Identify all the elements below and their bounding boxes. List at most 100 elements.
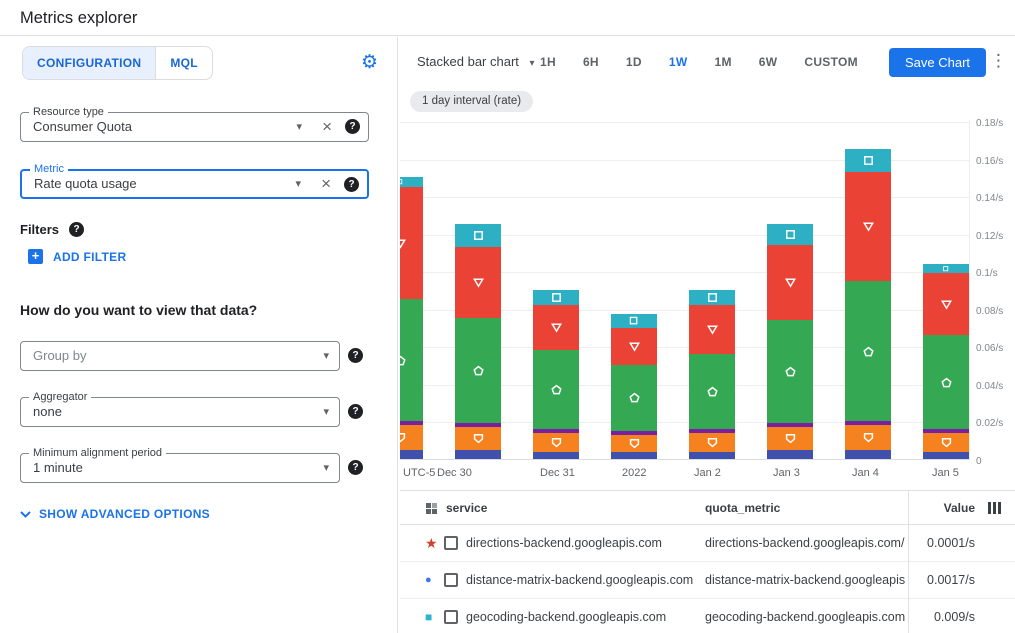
bar-segment-dark-blue[interactable] bbox=[923, 451, 969, 459]
bar-segment-green[interactable] bbox=[689, 353, 735, 429]
dropdown-arrow-icon[interactable]: ▾ bbox=[323, 349, 329, 362]
help-icon[interactable]: ? bbox=[348, 460, 363, 475]
range-1h[interactable]: 1H bbox=[540, 55, 556, 69]
help-icon[interactable]: ? bbox=[348, 404, 363, 419]
table-row[interactable]: ■ geocoding-backend.googleapis.com geocodi… bbox=[400, 599, 1015, 633]
gridline bbox=[400, 384, 969, 386]
bar-segment-purple[interactable] bbox=[845, 421, 891, 426]
metric-select[interactable]: Metric Rate quota usage ▾ × ? bbox=[20, 163, 369, 199]
tab-configuration[interactable]: CONFIGURATION bbox=[23, 47, 156, 79]
table-row[interactable]: ● distance-matrix-backend.googleapis.com d… bbox=[400, 562, 1015, 599]
dropdown-arrow-icon[interactable]: ▾ bbox=[323, 461, 329, 474]
bar-segment-orange[interactable] bbox=[689, 432, 735, 452]
grid-icon[interactable] bbox=[426, 503, 437, 514]
range-custom[interactable]: CUSTOM bbox=[804, 55, 858, 69]
help-icon[interactable]: ? bbox=[344, 177, 359, 192]
column-header-value[interactable]: Value bbox=[943, 501, 975, 515]
bar-segment-teal[interactable] bbox=[923, 263, 969, 274]
bar-segment-dark-blue[interactable] bbox=[611, 451, 657, 459]
dropdown-arrow-icon[interactable]: ▾ bbox=[295, 177, 301, 190]
bar-segment-green[interactable] bbox=[845, 280, 891, 422]
dropdown-arrow-icon[interactable]: ▾ bbox=[323, 405, 329, 418]
help-icon[interactable]: ? bbox=[345, 119, 360, 134]
bar-segment-dark-blue[interactable] bbox=[533, 451, 579, 459]
row-checkbox[interactable] bbox=[444, 536, 458, 550]
clear-icon[interactable]: × bbox=[322, 117, 332, 136]
row-checkbox[interactable] bbox=[444, 573, 458, 587]
range-1w[interactable]: 1W bbox=[668, 55, 688, 69]
bar-segment-red[interactable] bbox=[533, 305, 579, 351]
bar-segment-green[interactable] bbox=[400, 299, 423, 422]
show-advanced-options-button[interactable]: SHOW ADVANCED OPTIONS bbox=[20, 507, 210, 521]
bar-segment-purple[interactable] bbox=[533, 428, 579, 433]
tab-mql[interactable]: MQL bbox=[155, 47, 212, 79]
bar-segment-purple[interactable] bbox=[400, 421, 423, 426]
alignment-period-label: Minimum alignment period bbox=[29, 447, 166, 459]
aggregator-select[interactable]: Aggregator none ▾ bbox=[20, 391, 340, 427]
bar-segment-teal[interactable] bbox=[400, 177, 423, 187]
bar-segment-dark-blue[interactable] bbox=[689, 451, 735, 459]
bar-segment-red[interactable] bbox=[923, 273, 969, 336]
bar-segment-dark-blue[interactable] bbox=[767, 449, 813, 459]
bar-segment-dark-blue[interactable] bbox=[455, 449, 501, 459]
bar-segment-orange[interactable] bbox=[923, 432, 969, 452]
add-filter-button[interactable]: + ADD FILTER bbox=[28, 249, 126, 264]
bar-segment-orange[interactable] bbox=[845, 425, 891, 450]
range-1m[interactable]: 1M bbox=[714, 55, 732, 69]
bar-segment-teal[interactable] bbox=[611, 314, 657, 328]
bar-segment-purple[interactable] bbox=[923, 428, 969, 433]
bar-segment-red[interactable] bbox=[611, 327, 657, 366]
columns-icon[interactable] bbox=[988, 502, 1001, 514]
bar-segment-red[interactable] bbox=[845, 171, 891, 281]
bar-segment-green[interactable] bbox=[533, 350, 579, 429]
bar-segment-dark-blue[interactable] bbox=[400, 449, 423, 459]
group-by-select[interactable]: Group by ▾ bbox=[20, 341, 340, 371]
bar-segment-dark-blue[interactable] bbox=[845, 449, 891, 459]
alignment-period-select[interactable]: Minimum alignment period 1 minute ▾ bbox=[20, 447, 340, 483]
bar-segment-orange[interactable] bbox=[767, 427, 813, 450]
bar-segment-green[interactable] bbox=[611, 365, 657, 431]
page-title: Metrics explorer bbox=[20, 9, 138, 27]
bar-segment-purple[interactable] bbox=[767, 423, 813, 428]
help-icon[interactable]: ? bbox=[69, 222, 85, 237]
value-cell: 0.0001/s bbox=[927, 536, 975, 550]
row-checkbox[interactable] bbox=[444, 610, 458, 624]
bar-segment-purple[interactable] bbox=[455, 423, 501, 428]
bar-segment-red[interactable] bbox=[689, 305, 735, 354]
bar-segment-orange[interactable] bbox=[400, 425, 423, 450]
column-header-quota-metric[interactable]: quota_metric bbox=[705, 501, 781, 515]
column-header-service[interactable]: service bbox=[446, 501, 488, 515]
range-1d[interactable]: 1D bbox=[625, 55, 642, 69]
bar-segment-orange[interactable] bbox=[611, 434, 657, 452]
bar-segment-green[interactable] bbox=[767, 320, 813, 424]
range-6h[interactable]: 6H bbox=[582, 55, 599, 69]
bar-segment-red[interactable] bbox=[400, 186, 423, 300]
help-icon[interactable]: ? bbox=[348, 348, 363, 363]
bar-segment-green[interactable] bbox=[455, 318, 501, 424]
bar-segment-teal[interactable] bbox=[689, 290, 735, 306]
table-row[interactable]: ★ directions-backend.googleapis.com direct… bbox=[400, 525, 1015, 562]
more-options-icon[interactable]: ⋮ bbox=[990, 51, 1007, 71]
save-chart-button[interactable]: Save Chart bbox=[889, 48, 987, 77]
bar-segment-teal[interactable] bbox=[455, 224, 501, 247]
gridline bbox=[400, 159, 969, 161]
resource-type-select[interactable]: Resource type Consumer Quota ▾ × ? bbox=[20, 106, 369, 142]
bar-segment-red[interactable] bbox=[455, 246, 501, 319]
bar-segment-teal[interactable] bbox=[533, 290, 579, 306]
bar-segment-red[interactable] bbox=[767, 244, 813, 321]
x-axis-label: Jan 4 bbox=[852, 467, 879, 479]
value-cell: 0.0017/s bbox=[927, 573, 975, 587]
bar-segment-orange[interactable] bbox=[455, 427, 501, 450]
y-axis-label: 0.08/s bbox=[976, 305, 1004, 317]
bar-segment-purple[interactable] bbox=[689, 428, 735, 433]
bar-segment-teal[interactable] bbox=[767, 224, 813, 245]
bar-segment-teal[interactable] bbox=[845, 149, 891, 172]
clear-icon[interactable]: × bbox=[321, 174, 331, 193]
chart-type-selector[interactable]: Stacked bar chart ▾ bbox=[417, 54, 535, 69]
bar-segment-orange[interactable] bbox=[533, 432, 579, 452]
dropdown-arrow-icon[interactable]: ▾ bbox=[296, 120, 302, 133]
range-6w[interactable]: 6W bbox=[758, 55, 778, 69]
settings-gear-icon[interactable]: ⚙ bbox=[361, 51, 379, 73]
bar-segment-purple[interactable] bbox=[611, 430, 657, 435]
bar-segment-green[interactable] bbox=[923, 335, 969, 429]
